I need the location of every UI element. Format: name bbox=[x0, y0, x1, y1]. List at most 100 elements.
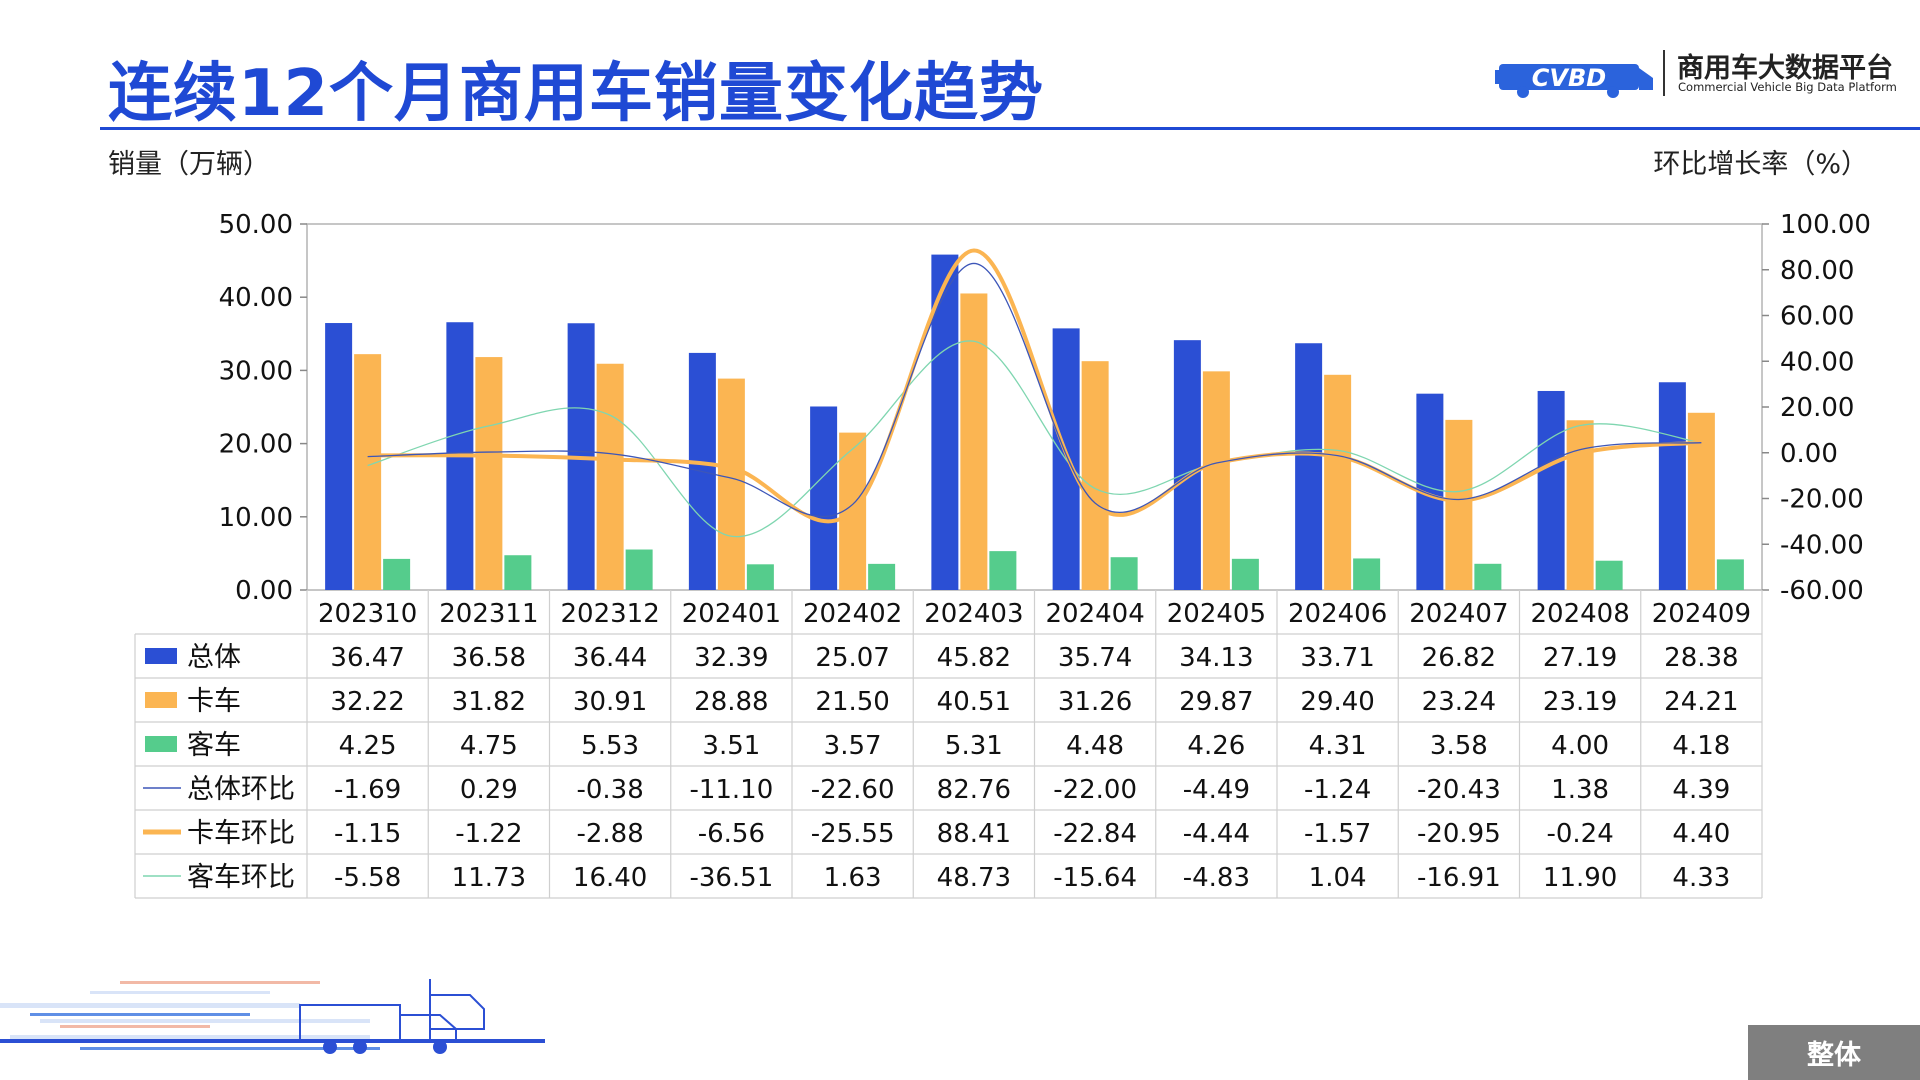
bar-客车 bbox=[1231, 558, 1259, 590]
y-axis-left-tick-label: 20.00 bbox=[219, 430, 293, 460]
table-cell-value: 3.57 bbox=[824, 731, 882, 761]
x-axis-category-label: 202310 bbox=[318, 599, 417, 629]
page-title: 连续12个月商用车销量变化趋势 bbox=[108, 57, 1045, 131]
table-cell-value: 32.22 bbox=[330, 687, 404, 717]
legend-key-总体 bbox=[145, 648, 177, 664]
table-cell-value: 34.13 bbox=[1179, 643, 1253, 673]
table-cell-value: 1.04 bbox=[1309, 863, 1367, 893]
table-cell-value: 40.51 bbox=[937, 687, 1011, 717]
table-cell-value: 1.38 bbox=[1551, 775, 1609, 805]
bar-总体 bbox=[1537, 390, 1565, 590]
table-cell-value: -1.15 bbox=[334, 819, 401, 849]
bar-客车 bbox=[1353, 558, 1381, 590]
bar-客车 bbox=[504, 555, 532, 590]
table-cell-value: 88.41 bbox=[937, 819, 1011, 849]
table-cell-value: -4.44 bbox=[1183, 819, 1250, 849]
table-cell-value: -16.91 bbox=[1417, 863, 1501, 893]
y-axis-left-tick-label: 30.00 bbox=[219, 356, 293, 386]
table-cell-value: 4.39 bbox=[1672, 775, 1730, 805]
table-series-name: 总体 bbox=[187, 642, 241, 673]
table-cell-value: -20.43 bbox=[1417, 775, 1501, 805]
table-cell-value: 4.33 bbox=[1672, 863, 1730, 893]
table-cell-value: 36.44 bbox=[573, 643, 647, 673]
table-cell-value: -22.00 bbox=[1053, 775, 1137, 805]
y-axis-right-tick-label: -40.00 bbox=[1780, 530, 1864, 560]
bar-客车 bbox=[1110, 557, 1138, 590]
table-cell-value: 11.90 bbox=[1543, 863, 1617, 893]
y-axis-left-tick-label: 10.00 bbox=[219, 503, 293, 533]
logo-mark-text: CVBD bbox=[1532, 64, 1606, 92]
table-cell-value: 29.40 bbox=[1300, 687, 1374, 717]
table-series-name: 客车环比 bbox=[187, 862, 295, 893]
bar-卡车 bbox=[1687, 412, 1715, 590]
table-cell-value: -36.51 bbox=[689, 863, 773, 893]
table-series-name: 卡车环比 bbox=[187, 818, 295, 849]
table-cell-value: 23.24 bbox=[1422, 687, 1496, 717]
table-cell-value: 4.18 bbox=[1672, 731, 1730, 761]
bar-总体 bbox=[810, 406, 838, 590]
y-axis-left-tick-label: 40.00 bbox=[219, 283, 293, 313]
table-cell-value: -22.60 bbox=[811, 775, 895, 805]
table-cell-value: 48.73 bbox=[937, 863, 1011, 893]
table-cell-value: 36.58 bbox=[452, 643, 526, 673]
table-cell-value: -5.58 bbox=[334, 863, 401, 893]
truck-graphic bbox=[0, 979, 545, 1054]
table-cell-value: 5.31 bbox=[945, 731, 1003, 761]
bar-卡车 bbox=[1324, 374, 1352, 590]
bar-卡车 bbox=[960, 293, 988, 590]
x-axis-category-label: 202403 bbox=[924, 599, 1023, 629]
table-cell-value: -2.88 bbox=[576, 819, 643, 849]
y-axis-right-tick-label: 100.00 bbox=[1780, 210, 1871, 240]
table-cell-value: 82.76 bbox=[937, 775, 1011, 805]
bar-总体 bbox=[1173, 340, 1201, 590]
y-axis-left-label: 销量（万辆） bbox=[108, 149, 270, 180]
y-axis-right-tick-label: 0.00 bbox=[1780, 439, 1838, 469]
logo-divider bbox=[1663, 50, 1665, 96]
bar-总体 bbox=[931, 254, 959, 590]
logo-subtitle: Commercial Vehicle Big Data Platform bbox=[1678, 80, 1897, 94]
table-cell-value: -1.24 bbox=[1304, 775, 1371, 805]
table-cell-value: 4.25 bbox=[339, 731, 397, 761]
table-cell-value: 36.47 bbox=[330, 643, 404, 673]
y-axis-right-tick-label: 20.00 bbox=[1780, 393, 1854, 423]
table-cell-value: 3.58 bbox=[1430, 731, 1488, 761]
table-cell-value: -11.10 bbox=[689, 775, 773, 805]
bar-卡车 bbox=[475, 357, 503, 590]
table-cell-value: -25.55 bbox=[811, 819, 895, 849]
y-axis-right-tick-label: -60.00 bbox=[1780, 576, 1864, 606]
scope-badge: 整体 bbox=[1748, 1025, 1920, 1080]
table-cell-value: 31.82 bbox=[452, 687, 526, 717]
table-cell-value: -6.56 bbox=[698, 819, 765, 849]
table-cell-value: 26.82 bbox=[1422, 643, 1496, 673]
line-卡车环比 bbox=[367, 248, 1702, 524]
table-cell-value: 4.40 bbox=[1672, 819, 1730, 849]
truck-logo-icon bbox=[1495, 64, 1653, 98]
y-axis-right-tick-label: 60.00 bbox=[1780, 302, 1854, 332]
y-axis-right-tick-label: 80.00 bbox=[1780, 256, 1854, 286]
bar-卡车 bbox=[1081, 361, 1109, 590]
table-cell-value: 3.51 bbox=[702, 731, 760, 761]
table-cell-value: 35.74 bbox=[1058, 643, 1132, 673]
x-axis-category-label: 202409 bbox=[1652, 599, 1751, 629]
table-cell-value: 23.19 bbox=[1543, 687, 1617, 717]
table-cell-value: -22.84 bbox=[1053, 819, 1137, 849]
table-cell-value: -1.22 bbox=[455, 819, 522, 849]
bar-客车 bbox=[383, 558, 411, 590]
y-axis-right-label: 环比增长率（%） bbox=[1653, 149, 1868, 180]
table-cell-value: 28.38 bbox=[1664, 643, 1738, 673]
x-axis-category-label: 202406 bbox=[1288, 599, 1387, 629]
x-axis-category-label: 202405 bbox=[1167, 599, 1266, 629]
y-axis-right-tick-label: 40.00 bbox=[1780, 347, 1854, 377]
bar-客车 bbox=[1595, 560, 1623, 590]
table-cell-value: -15.64 bbox=[1053, 863, 1137, 893]
bar-总体 bbox=[1658, 382, 1686, 590]
table-cell-value: 28.88 bbox=[694, 687, 768, 717]
x-axis-category-label: 202404 bbox=[1045, 599, 1144, 629]
y-axis-left-tick-label: 0.00 bbox=[235, 576, 293, 606]
bar-总体 bbox=[1295, 343, 1323, 590]
platform-logo: CVBD 商用车大数据平台 Commercial Vehicle Big Dat… bbox=[1495, 44, 1897, 104]
bar-客车 bbox=[868, 563, 896, 590]
table-cell-value: 25.07 bbox=[815, 643, 889, 673]
table-series-name: 总体环比 bbox=[187, 774, 295, 805]
x-axis-category-label: 202312 bbox=[560, 599, 659, 629]
